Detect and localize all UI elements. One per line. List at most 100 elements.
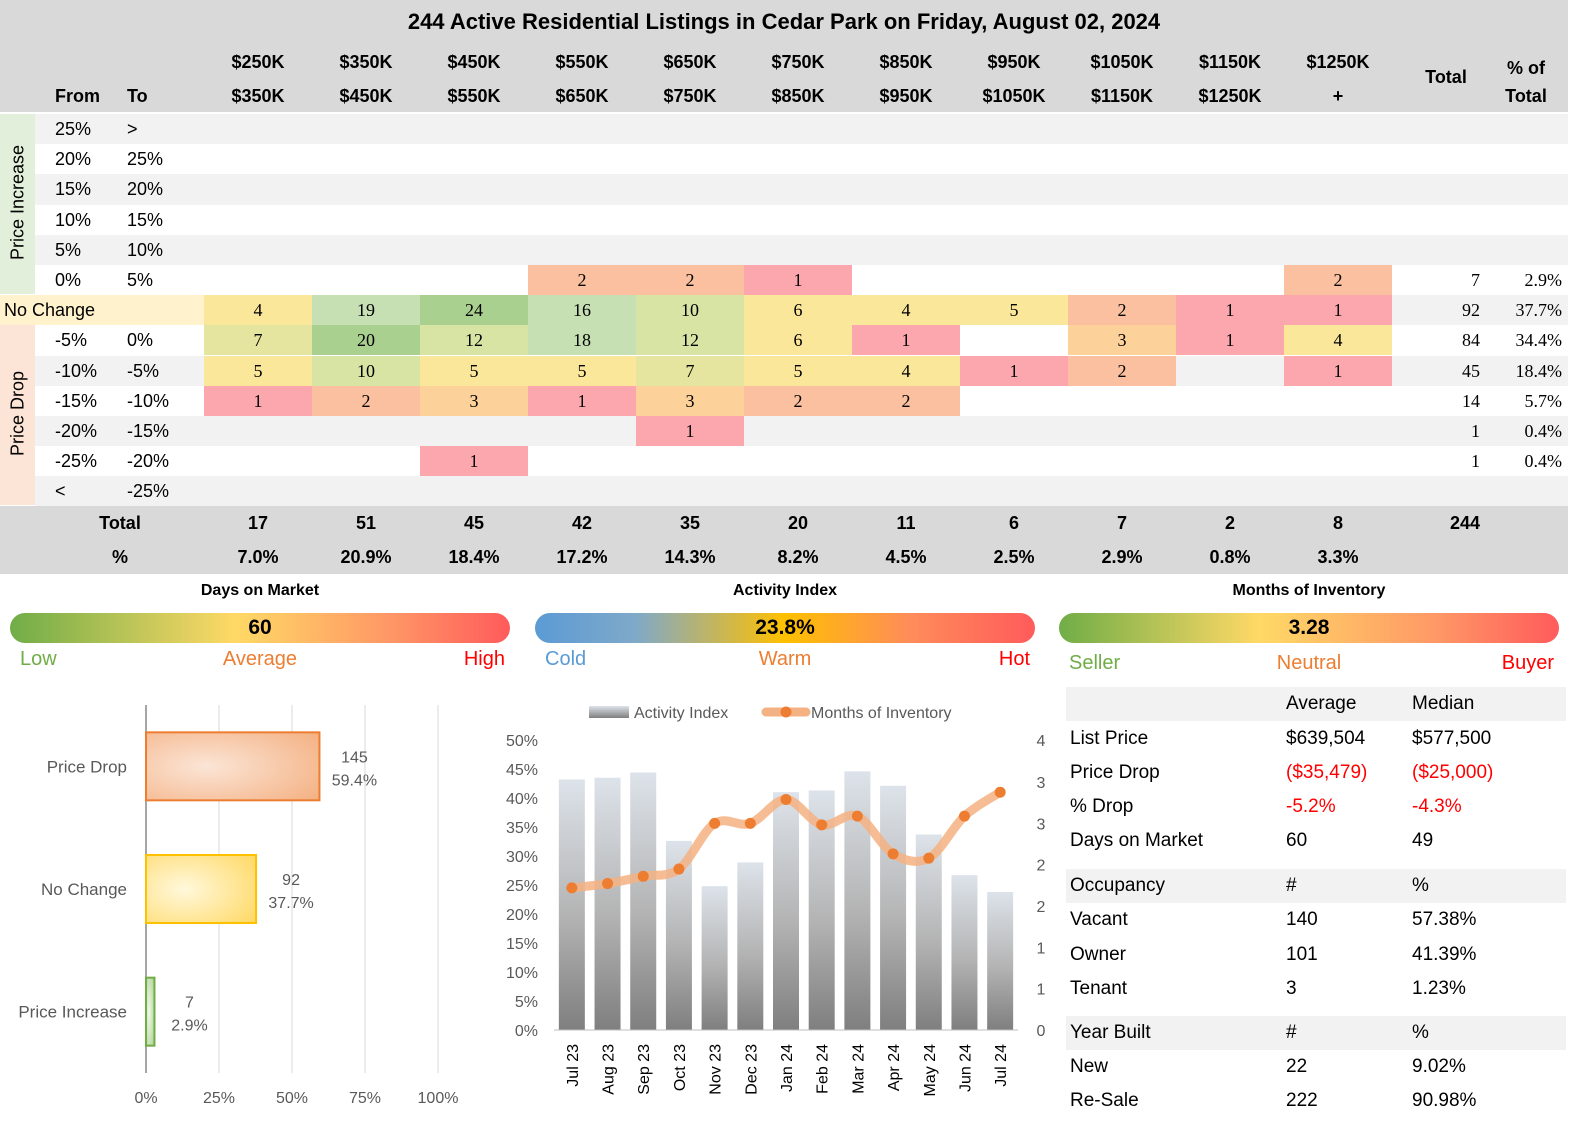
x-tick-label: May 24 bbox=[922, 1044, 939, 1097]
matrix-cell: 18 bbox=[528, 325, 636, 356]
range-to-0: $350K bbox=[231, 86, 285, 106]
range-from-7: $950K bbox=[987, 52, 1041, 72]
matrix-cell: 4 bbox=[852, 295, 960, 326]
col-total-6: 11 bbox=[896, 513, 916, 533]
stat-col2: % bbox=[1412, 1022, 1429, 1043]
stat-col1: 101 bbox=[1286, 943, 1318, 965]
price-drop-group-label: Price Drop bbox=[7, 370, 28, 457]
activity-bar bbox=[701, 886, 728, 1030]
matrix-cell: 2 bbox=[1068, 355, 1176, 386]
activity-bar bbox=[558, 779, 585, 1030]
row-from: -15% bbox=[55, 390, 98, 411]
row-label-no-change: No Change bbox=[4, 300, 96, 321]
value-label: 145 bbox=[341, 749, 368, 766]
y-right-tick-label: 4 bbox=[1037, 733, 1046, 750]
range-from-1: $350K bbox=[339, 52, 393, 72]
stat-col2: 49 bbox=[1412, 830, 1434, 851]
row-pct: 5.7% bbox=[1524, 390, 1563, 411]
row-to: 10% bbox=[127, 239, 164, 260]
stat-label: % Drop bbox=[1070, 796, 1134, 817]
category-label: Price Drop bbox=[47, 757, 127, 776]
row-from: -10% bbox=[55, 360, 98, 381]
stat-col1: -5.2% bbox=[1286, 796, 1336, 817]
matrix-cell: 5 bbox=[204, 355, 312, 386]
col-pct-3: 17.2% bbox=[556, 547, 608, 567]
x-tick-label: Jun 24 bbox=[957, 1044, 974, 1092]
price-change-bar-chart: 0% 25% 50% 75% 100% Price Drop 145 59.4% No Chan… bbox=[18, 705, 458, 1107]
legend-activity-label: Activity Index bbox=[634, 705, 728, 722]
bar-1 bbox=[145, 854, 258, 924]
year-built-header: Year Built #% bbox=[1066, 1016, 1566, 1050]
activity-bar bbox=[737, 862, 764, 1030]
stat-label: Occupancy bbox=[1070, 875, 1166, 896]
gauge-right-label-0: High bbox=[463, 648, 505, 670]
col-total-10: 8 bbox=[1332, 513, 1343, 533]
percent-label: 2.9% bbox=[171, 1018, 207, 1035]
matrix-cell: 1 bbox=[1284, 355, 1392, 386]
col-total-8: 7 bbox=[1116, 513, 1127, 533]
gauge-left-label-0: Low bbox=[20, 648, 57, 670]
stat-col2: ($25,000) bbox=[1412, 762, 1494, 783]
col-pct-10: 3.3% bbox=[1317, 547, 1359, 567]
inventory-point bbox=[673, 863, 685, 875]
from-header: From bbox=[55, 86, 100, 106]
stat-col1: # bbox=[1286, 1022, 1297, 1043]
range-from-10: $1250K bbox=[1306, 52, 1370, 72]
inventory-point bbox=[744, 817, 756, 829]
row-from: -20% bbox=[55, 421, 98, 441]
row-total: 1 bbox=[1471, 451, 1480, 472]
activity-bar bbox=[844, 771, 871, 1030]
y-right-tick-label: 0 bbox=[1037, 1023, 1046, 1040]
col-total-4: 35 bbox=[679, 513, 701, 533]
to-header: To bbox=[127, 86, 148, 106]
legend-inventory-marker bbox=[780, 706, 792, 718]
range-from-2: $450K bbox=[447, 52, 501, 72]
stat-col2: -4.3% bbox=[1412, 796, 1462, 817]
row-to: > bbox=[127, 119, 138, 139]
matrix-cell: 1 bbox=[1284, 295, 1392, 326]
matrix-cell: 4 bbox=[852, 355, 960, 386]
row-to: 15% bbox=[127, 209, 164, 230]
stat-col1: 3 bbox=[1286, 978, 1297, 999]
matrix-cell: 3 bbox=[420, 385, 528, 416]
category-label: Price Increase bbox=[18, 1003, 127, 1022]
stat-col1: Average bbox=[1286, 693, 1357, 714]
range-to-9: $1250K bbox=[1198, 86, 1262, 106]
matrix-cell: 2 bbox=[744, 385, 852, 416]
y-left-tick-label: 10% bbox=[506, 965, 538, 982]
matrix-cell: 19 bbox=[312, 295, 420, 326]
row-to: 25% bbox=[127, 149, 164, 170]
y-right-tick-label: 1 bbox=[1037, 940, 1046, 957]
occupancy-row: Owner 101 41.39% bbox=[1066, 938, 1566, 972]
matrix-cell: 5 bbox=[420, 355, 528, 386]
bar-0 bbox=[145, 731, 321, 802]
inventory-point bbox=[602, 878, 614, 890]
inventory-point bbox=[816, 819, 828, 831]
matrix-cell: 1 bbox=[852, 325, 960, 356]
row-from: 25% bbox=[55, 119, 92, 139]
stat-col2: 57.38% bbox=[1412, 909, 1477, 930]
row-to: -10% bbox=[127, 390, 170, 411]
stat-label: New bbox=[1070, 1056, 1109, 1077]
y-left-tick-label: 40% bbox=[506, 791, 538, 808]
footer-band bbox=[0, 506, 1568, 574]
row-from: -5% bbox=[55, 330, 88, 351]
range-to-3: $650K bbox=[555, 86, 609, 106]
col-pct-2: 18.4% bbox=[448, 547, 500, 567]
range-to-8: $1150K bbox=[1090, 86, 1154, 106]
price-increase-group-label: Price Increase bbox=[7, 144, 28, 261]
row-total: 84 bbox=[1462, 330, 1480, 351]
stat-col2: 90.98% bbox=[1412, 1090, 1477, 1111]
matrix-cell: 20 bbox=[312, 325, 420, 356]
stat-col1: 60 bbox=[1286, 830, 1308, 851]
col-pct-8: 2.9% bbox=[1101, 547, 1143, 567]
matrix-row-band bbox=[35, 174, 1568, 205]
inventory-point bbox=[566, 882, 578, 894]
range-to-6: $950K bbox=[879, 86, 933, 106]
matrix-row-band bbox=[35, 114, 1568, 145]
gauge-right-label-1: Hot bbox=[998, 648, 1030, 670]
matrix-row-band bbox=[35, 416, 1568, 447]
row-to: 0% bbox=[127, 330, 154, 351]
y-left-tick-label: 50% bbox=[506, 733, 538, 750]
stat-col1: $639,504 bbox=[1286, 728, 1366, 749]
